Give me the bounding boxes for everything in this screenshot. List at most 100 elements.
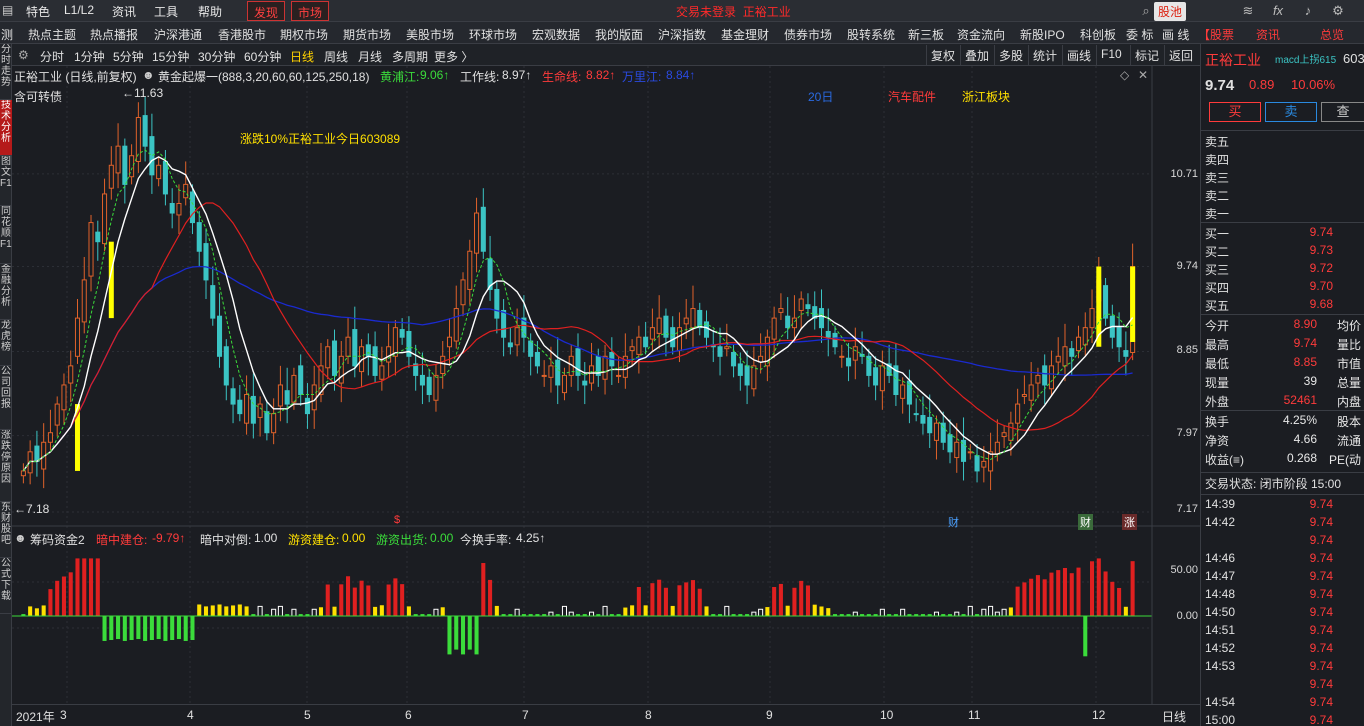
menu-zixun[interactable]: 资讯 (112, 5, 137, 19)
fuquan-button[interactable]: 复权 (926, 45, 959, 65)
period-more[interactable]: 更多 〉 (434, 50, 474, 64)
indicator-bar (346, 576, 351, 616)
nav-item-ipo[interactable]: 新股IPO (1020, 28, 1065, 42)
nav-item-funds[interactable]: 基金理财 (721, 28, 770, 42)
overlay-button[interactable]: 叠加 (960, 45, 993, 65)
nav-item-index[interactable]: 沪深指数 (658, 28, 707, 42)
nav-item-weibiao[interactable]: 委 标 (1126, 28, 1154, 42)
formula-icon[interactable]: fx (1272, 3, 1284, 18)
sell-button[interactable]: 卖 (1265, 102, 1317, 122)
candle-body (325, 346, 331, 369)
diamond-icon[interactable]: ◇ (1120, 68, 1130, 82)
vtab-company[interactable]: 公司回报 (0, 366, 12, 430)
period-30min[interactable]: 30分钟 (198, 50, 236, 64)
vtab-f10-graphic[interactable]: 图文F10 (0, 156, 12, 206)
nav-item-us-stocks[interactable]: 美股市场 (406, 28, 455, 42)
candle-body (413, 363, 419, 376)
indicator-name[interactable]: 黄金起爆一(888,3,20,60,60,125,250,18) (158, 70, 370, 84)
settings-icon[interactable]: ⚙ (1332, 3, 1344, 18)
period-monthly[interactable]: 月线 (358, 50, 383, 64)
kline-chart[interactable] (12, 66, 1200, 704)
login-status[interactable]: 交易未登录 正裕工业 (676, 5, 791, 19)
period-switch[interactable]: 日线 (1162, 710, 1187, 724)
nav-item-neeq[interactable]: 股转系统 (847, 28, 896, 42)
nav-item-ce[interactable]: 测 (1, 28, 14, 42)
nav-item-hotspot-theme[interactable]: 热点主题 (28, 28, 77, 42)
nav-right-overview[interactable]: 总览 (1320, 28, 1345, 42)
candle-body (467, 250, 473, 290)
draw-line-button[interactable]: 画线 (1062, 45, 1095, 65)
nav-item-bonds[interactable]: 债券市场 (784, 28, 833, 42)
indicator-bar (501, 614, 506, 616)
period-fenshi[interactable]: 分时 (40, 50, 65, 64)
period-15min[interactable]: 15分钟 (152, 50, 190, 64)
period-5min[interactable]: 5分钟 (113, 50, 144, 64)
tab-faxian[interactable]: 发现 (247, 1, 286, 21)
nav-item-hk-stocks[interactable]: 香港股市 (218, 28, 267, 42)
menu-gongju[interactable]: 工具 (154, 5, 179, 19)
limit-up-marker[interactable]: 涨 (1122, 514, 1137, 530)
vtab-limit-reason[interactable]: 涨跌停原因 (0, 430, 12, 502)
search-icon[interactable]: ⌕ (1142, 3, 1150, 18)
vtab-finance[interactable]: 金融分析 (0, 264, 12, 320)
nav-item-macro[interactable]: 宏观数据 (532, 28, 581, 42)
tab-shichang[interactable]: 市场 (291, 1, 330, 21)
finance-marker[interactable]: 财 (948, 517, 959, 529)
period-1min[interactable]: 1分钟 (74, 50, 105, 64)
event-marker[interactable]: $ (394, 514, 401, 526)
nav-item-hotspot-broadcast[interactable]: 热点播报 (90, 28, 139, 42)
indicator2-name[interactable]: 筹码资金2 (30, 533, 85, 547)
x-tick: 11 (968, 708, 981, 722)
close-icon[interactable]: ✕ (1138, 68, 1149, 82)
nav-item-options[interactable]: 期权市场 (280, 28, 329, 42)
nav-item-new-third-board[interactable]: 新三板 (908, 28, 945, 42)
back-button[interactable]: 返回 (1164, 45, 1197, 65)
app-menu-icon[interactable]: ▤ (2, 3, 14, 17)
mark-button[interactable]: 标记 (1130, 45, 1163, 65)
indicator-bar (927, 614, 932, 616)
indicator-toggle-icon[interactable]: ☻ (142, 68, 155, 82)
indicator-toggle-icon[interactable]: ☻ (14, 531, 27, 545)
period-60min[interactable]: 60分钟 (244, 50, 282, 64)
nav-right-news[interactable]: 资讯 (1256, 28, 1281, 42)
menu-l1l2[interactable]: L1/L2 (64, 3, 95, 17)
region-label[interactable]: 浙江板块 (962, 90, 1011, 104)
menu-bangzhu[interactable]: 帮助 (198, 5, 223, 19)
query-button[interactable]: 查 (1321, 102, 1364, 122)
indicator-bar (697, 588, 702, 616)
f10-button[interactable]: F10 (1096, 45, 1126, 65)
nav-item-star-market[interactable]: 科创板 (1080, 28, 1117, 42)
nav-item-capital-flow[interactable]: 资金流向 (957, 28, 1006, 42)
tick-price: 9.74 (1309, 605, 1333, 619)
nav-item-global[interactable]: 环球市场 (469, 28, 518, 42)
stats-button[interactable]: 统计 (1028, 45, 1061, 65)
buy-button[interactable]: 买 (1209, 102, 1261, 122)
bell-icon[interactable]: ♪ (1304, 3, 1312, 18)
menu-tese[interactable]: 特色 (26, 5, 51, 19)
period-weekly[interactable]: 周线 (324, 50, 349, 64)
multi-stock-button[interactable]: 多股 (994, 45, 1027, 65)
vtab-ths-f10[interactable]: 同花顺F10 (0, 206, 12, 264)
ask-label: 卖二 (1205, 189, 1230, 203)
nav-item-draw[interactable]: 画 线 (1162, 28, 1190, 42)
vtab-formula-download[interactable]: 公式下载 (0, 558, 12, 614)
nav-item-hk-connect[interactable]: 沪深港通 (154, 28, 203, 42)
vtab-dragon-tiger[interactable]: 龙虎榜 (0, 320, 12, 366)
candle-body (311, 384, 317, 411)
candle-body (954, 441, 960, 459)
vtab-technical[interactable]: 技术分析 (0, 100, 12, 156)
vtab-guba[interactable]: 东财股吧 (0, 502, 12, 558)
period-multi[interactable]: 多周期 (392, 50, 429, 64)
indicator-bar (55, 580, 60, 616)
period-daily[interactable]: 日线 (290, 50, 315, 64)
nav-item-futures[interactable]: 期货市场 (343, 28, 392, 42)
nav-right-stocks[interactable]: 【股票 (1198, 28, 1235, 42)
finance-marker-2[interactable]: 财 (1078, 514, 1093, 530)
tick-time: 14:42 (1205, 515, 1236, 529)
industry-label[interactable]: 汽车配件 (888, 90, 937, 104)
vtab-intraday[interactable]: 分时走势 (0, 44, 12, 100)
guchi-button[interactable]: 股池 (1154, 2, 1187, 21)
layers-icon[interactable]: ≋ (1242, 3, 1254, 18)
settings-icon[interactable]: ⚙ (18, 48, 29, 62)
nav-item-my-layout[interactable]: 我的版面 (595, 28, 644, 42)
